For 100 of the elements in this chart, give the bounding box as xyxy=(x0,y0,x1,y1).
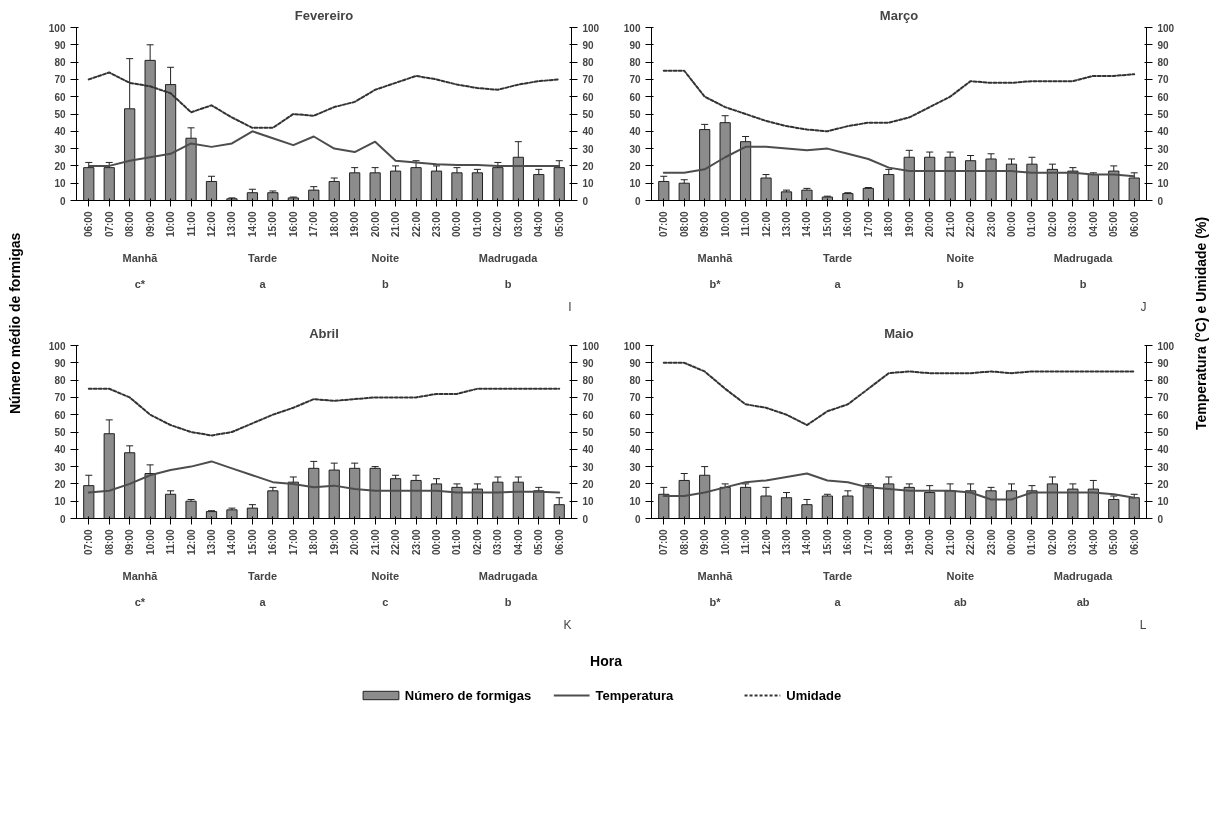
text: ab xyxy=(1076,595,1090,608)
text: b xyxy=(504,277,512,290)
x-tick-label: 10:00 xyxy=(719,529,731,556)
y-tick-label: 50 xyxy=(629,109,641,120)
text: c xyxy=(382,595,389,608)
text: Noite xyxy=(371,251,400,264)
y-tick-label: 20 xyxy=(54,160,66,172)
text: Noite xyxy=(946,569,975,582)
x-tick-label: 09:00 xyxy=(699,211,711,238)
text: Madrugada xyxy=(1053,251,1114,264)
x-tick-label: 15:00 xyxy=(246,529,258,556)
text: Manhã xyxy=(122,569,159,582)
x-tick-label: 11:00 xyxy=(165,529,177,555)
y-tick-label: 0 xyxy=(634,195,641,207)
x-tick-label: 12:00 xyxy=(760,211,772,238)
x-tick-label: 20:00 xyxy=(349,529,361,556)
x-tick-label: 06:00 xyxy=(553,529,565,556)
x-tick-label: 19:00 xyxy=(349,211,361,238)
y2-tick-label: 80 xyxy=(1157,375,1170,387)
y2-tick-label: 10 xyxy=(582,496,595,508)
y-tick-label: 100 xyxy=(48,22,66,34)
text: L xyxy=(1139,617,1147,632)
y2-tick-label: 50 xyxy=(1157,427,1170,438)
x-tick-label: 03:00 xyxy=(492,529,504,556)
x-tick-label: 21:00 xyxy=(944,529,956,556)
y-tick-label: 100 xyxy=(48,340,66,352)
text: Manhã xyxy=(122,251,159,264)
y2-tick-label: 100 xyxy=(1157,22,1175,34)
x-tick-label: 22:00 xyxy=(390,529,402,556)
x-tick-label: 00:00 xyxy=(431,529,442,556)
x-tick-label: 23:00 xyxy=(431,211,442,238)
text: Noite xyxy=(371,569,400,582)
x-tick-label: 12:00 xyxy=(185,529,197,556)
y-tick-label: 70 xyxy=(629,392,641,404)
x-tick-label: 16:00 xyxy=(842,529,854,556)
x-tick-label: 18:00 xyxy=(328,211,340,238)
y-tick-label: 90 xyxy=(54,39,66,51)
y-tick-label: 10 xyxy=(54,178,66,190)
x-tick-label: 22:00 xyxy=(965,529,977,556)
y2-tick-label: 100 xyxy=(582,340,600,352)
x-tick-label: 07:00 xyxy=(83,529,95,556)
text: I xyxy=(568,299,572,314)
text: b xyxy=(382,277,389,290)
text: Tarde xyxy=(823,251,853,264)
x-tick-label: 05:00 xyxy=(533,529,545,556)
x-tick-label: 04:00 xyxy=(512,529,524,556)
x-tick-label: 15:00 xyxy=(821,529,833,556)
x-tick-label: 07:00 xyxy=(658,211,670,238)
y-tick-label: 0 xyxy=(634,513,641,525)
x-tick-label: 12:00 xyxy=(760,529,772,556)
x-tick-label: 08:00 xyxy=(678,529,690,556)
x-tick-label: 19:00 xyxy=(903,211,915,238)
y-tick-label: 80 xyxy=(54,57,66,69)
x-tick-label: 21:00 xyxy=(944,211,956,238)
x-tick-label: 23:00 xyxy=(985,211,997,238)
y-tick-label: 60 xyxy=(54,91,66,103)
y-tick-label: 50 xyxy=(54,109,66,120)
y-tick-label: 90 xyxy=(54,357,66,369)
x-axis-title: Hora xyxy=(590,652,622,671)
y2-tick-label: 40 xyxy=(1157,444,1170,456)
x-tick-label: 01:00 xyxy=(1026,529,1038,556)
x-tick-label: 01:00 xyxy=(1026,211,1038,238)
x-tick-label: 00:00 xyxy=(1006,529,1017,556)
text: Madrugada xyxy=(478,569,539,582)
y2-tick-label: 10 xyxy=(582,178,595,190)
text: b* xyxy=(709,277,722,290)
chart-title: Maio xyxy=(884,325,914,341)
y2-tick-label: 90 xyxy=(582,357,595,369)
x-tick-label: 07:00 xyxy=(658,529,670,556)
x-tick-label: 09:00 xyxy=(699,529,711,556)
y-tick-label: 40 xyxy=(54,126,66,138)
y-tick-label: 20 xyxy=(629,160,641,172)
y-tick-label: 80 xyxy=(629,57,641,69)
text: c* xyxy=(134,595,146,608)
text: b xyxy=(504,595,512,608)
x-tick-label: 19:00 xyxy=(903,529,915,556)
x-tick-label: 13:00 xyxy=(781,211,792,238)
text: Madrugada xyxy=(478,251,539,264)
y-tick-label: 50 xyxy=(629,427,641,438)
y2-tick-label: 40 xyxy=(582,444,595,456)
y2-tick-label: 60 xyxy=(1157,91,1170,103)
x-tick-label: 14:00 xyxy=(226,529,238,556)
legend-label: Temperatura xyxy=(595,688,675,703)
y-tick-label: 10 xyxy=(629,178,641,190)
x-tick-label: 06:00 xyxy=(1128,211,1140,238)
x-tick-label: 18:00 xyxy=(883,211,895,238)
y2-tick-label: 70 xyxy=(582,74,595,86)
legend-label: Número de formigas xyxy=(404,688,532,703)
x-tick-label: 02:00 xyxy=(1046,211,1058,238)
x-tick-label: 11:00 xyxy=(185,211,197,237)
y2-tick-label: 70 xyxy=(582,392,595,404)
y-tick-label: 10 xyxy=(54,496,66,508)
x-tick-label: 00:00 xyxy=(451,211,463,238)
y-tick-label: 100 xyxy=(623,340,641,352)
x-tick-label: 11:00 xyxy=(740,529,752,555)
text: Noite xyxy=(946,251,975,264)
text: Tarde xyxy=(248,569,278,582)
y2-tick-label: 30 xyxy=(582,143,595,155)
y2-tick-label: 40 xyxy=(1157,126,1170,138)
x-tick-label: 21:00 xyxy=(369,529,381,556)
